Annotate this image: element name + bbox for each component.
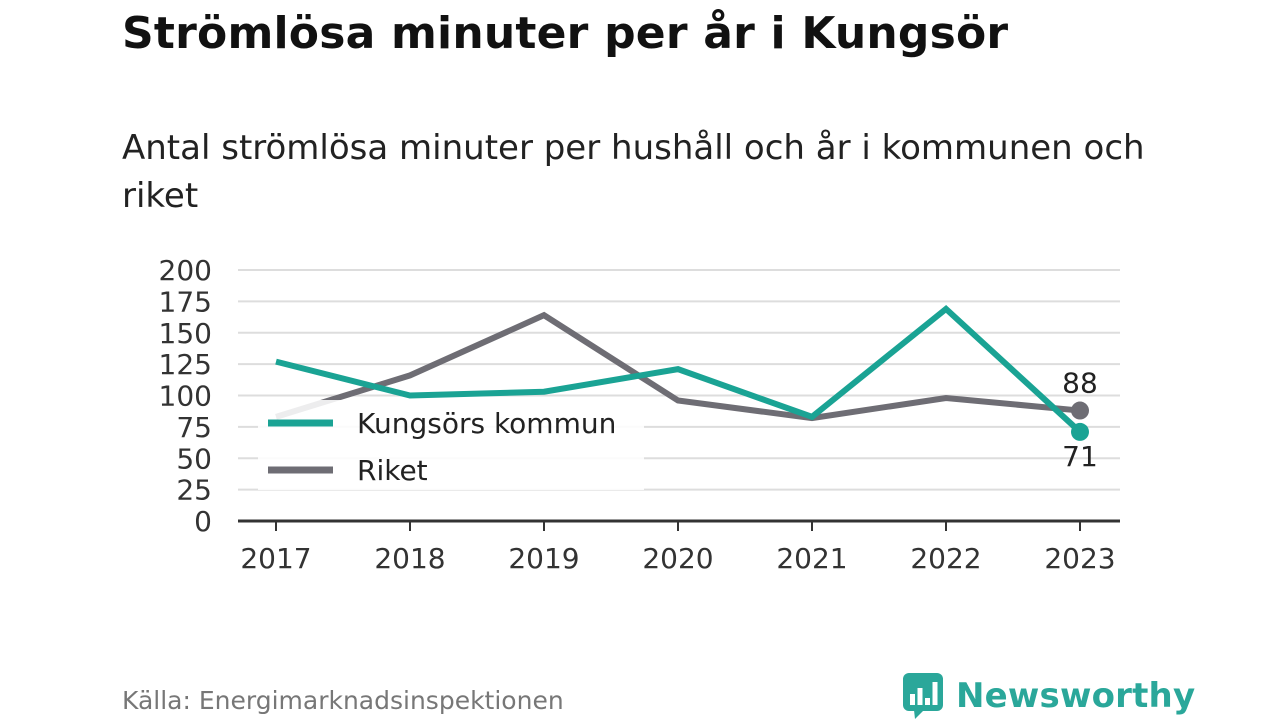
x-tick-label: 2023 <box>1044 542 1115 575</box>
x-tick-label: 2017 <box>240 542 311 575</box>
end-markers: 71 88 <box>1062 367 1098 473</box>
end-point-marker <box>1071 401 1089 420</box>
series-lines <box>275 304 1083 435</box>
chart-logo-icon <box>903 673 943 719</box>
brand-logo: Newsworthy <box>902 672 1195 720</box>
x-tick-label: 2019 <box>508 542 579 575</box>
legend: Kungsörs kommun Riket <box>258 400 644 490</box>
x-axis: 2017 2018 2019 2020 2021 2022 2023 <box>238 519 1120 575</box>
legend-background <box>258 400 644 490</box>
x-tick-label: 2018 <box>374 542 445 575</box>
end-point-marker <box>1071 422 1089 441</box>
y-tick-label: 150 <box>159 317 212 350</box>
y-tick-label: 125 <box>159 348 212 381</box>
chart-subtitle: Antal strömlösa minuter per hushåll och … <box>122 128 1145 216</box>
chart-title: Strömlösa minuter per år i Kungsör <box>122 8 1009 59</box>
source-note: Källa: Energimarknadsinspektionen <box>122 686 564 715</box>
brand-name: Newsworthy <box>956 676 1196 716</box>
y-tick-label: 200 <box>159 254 212 287</box>
y-tick-label: 75 <box>176 411 212 444</box>
y-tick-label: 0 <box>194 505 212 538</box>
y-tick-label: 50 <box>176 442 212 475</box>
x-tick-label: 2022 <box>910 542 981 575</box>
y-tick-label: 25 <box>176 474 212 507</box>
legend-label: Kungsörs kommun <box>357 407 616 440</box>
end-value-label: 88 <box>1062 367 1098 400</box>
y-tick-label: 175 <box>159 285 212 318</box>
legend-label: Riket <box>357 454 428 487</box>
x-tick-label: 2021 <box>776 542 847 575</box>
series-line <box>275 304 1083 435</box>
x-tick-label: 2020 <box>642 542 713 575</box>
end-value-label: 71 <box>1062 440 1098 473</box>
series-line <box>275 311 1081 422</box>
y-tick-label: 100 <box>159 380 212 413</box>
